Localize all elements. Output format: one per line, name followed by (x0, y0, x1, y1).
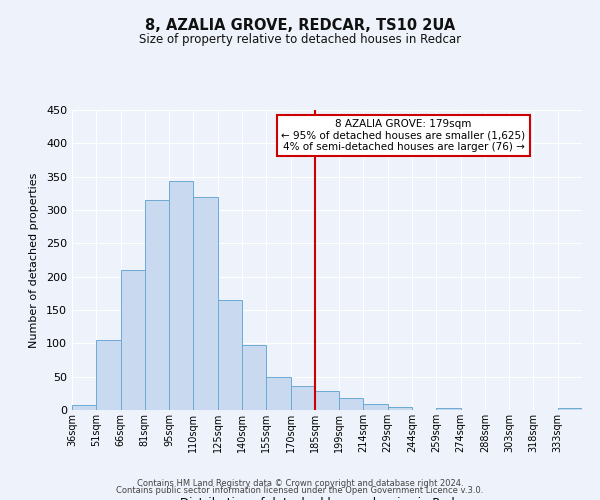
Bar (388, 406, 412, 410)
Bar (315, 390, 339, 410)
X-axis label: Distribution of detached houses by size in Redcar: Distribution of detached houses by size … (181, 496, 473, 500)
Y-axis label: Number of detached properties: Number of detached properties (29, 172, 39, 348)
Text: Contains HM Land Registry data © Crown copyright and database right 2024.: Contains HM Land Registry data © Crown c… (137, 478, 463, 488)
Bar (242, 346, 266, 410)
Bar (72, 406, 96, 410)
Bar (193, 198, 218, 410)
Bar (121, 270, 145, 410)
Text: 8 AZALIA GROVE: 179sqm
← 95% of detached houses are smaller (1,625)
4% of semi-d: 8 AZALIA GROVE: 179sqm ← 95% of detached… (281, 119, 526, 152)
Bar (145, 200, 169, 410)
Bar (290, 386, 315, 410)
Bar (218, 300, 242, 410)
Text: Size of property relative to detached houses in Redcar: Size of property relative to detached ho… (139, 32, 461, 46)
Bar (266, 376, 290, 410)
Bar (339, 398, 364, 410)
Text: 8, AZALIA GROVE, REDCAR, TS10 2UA: 8, AZALIA GROVE, REDCAR, TS10 2UA (145, 18, 455, 32)
Bar (364, 404, 388, 410)
Text: Contains public sector information licensed under the Open Government Licence v.: Contains public sector information licen… (116, 486, 484, 495)
Bar (436, 408, 461, 410)
Bar (169, 182, 193, 410)
Bar (96, 340, 121, 410)
Bar (558, 408, 582, 410)
